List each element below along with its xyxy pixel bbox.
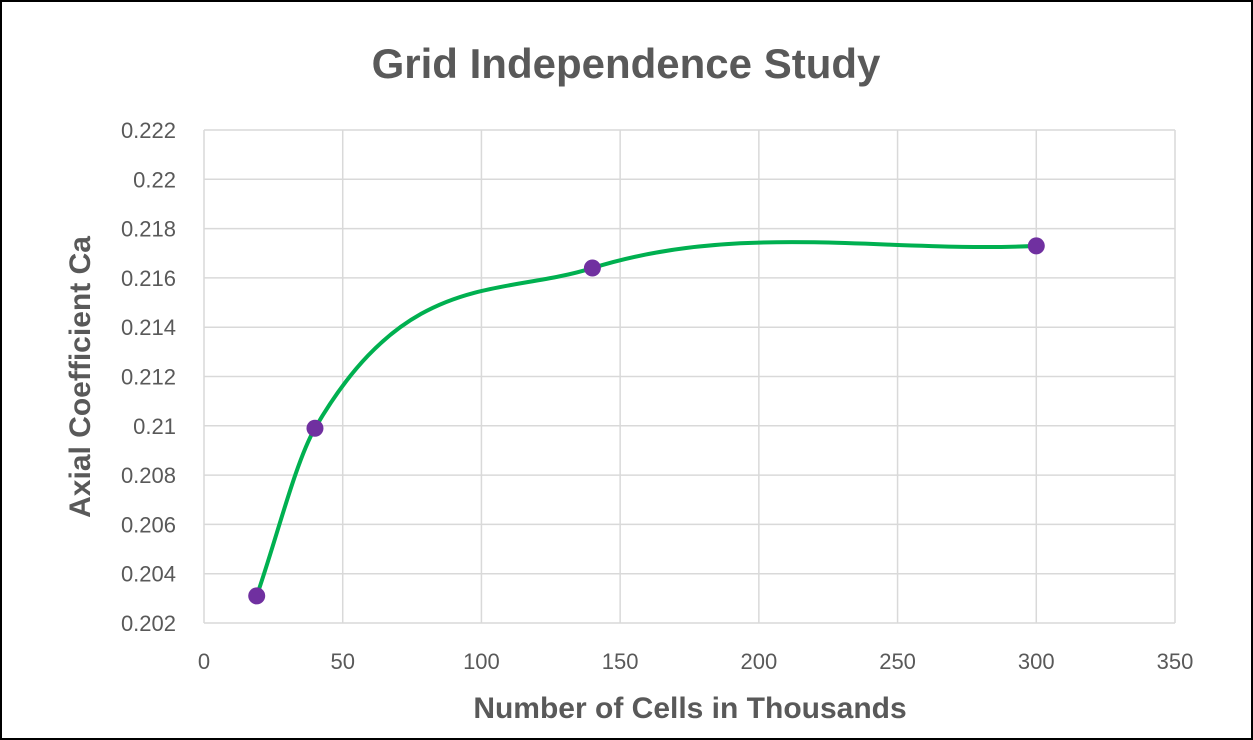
x-tick-label: 50 xyxy=(330,649,354,674)
y-tick-label: 0.218 xyxy=(121,217,176,242)
series-line xyxy=(254,240,1039,598)
y-tick-label: 0.216 xyxy=(121,266,176,291)
data-point xyxy=(583,259,601,277)
y-tick-label: 0.208 xyxy=(121,463,176,488)
grid-lines xyxy=(203,129,1176,624)
y-tick-label: 0.202 xyxy=(121,611,176,636)
y-tick-label: 0.212 xyxy=(121,365,176,390)
y-axis-title: Axial Coefficient Ca xyxy=(64,236,97,518)
x-tick-label: 300 xyxy=(1018,649,1055,674)
x-tick-label: 250 xyxy=(879,649,916,674)
y-tick-label: 0.214 xyxy=(121,315,176,340)
y-tick-label: 0.206 xyxy=(121,512,176,537)
x-tick-label: 150 xyxy=(602,649,639,674)
x-tick-label: 350 xyxy=(1157,649,1194,674)
x-axis-title: Number of Cells in Thousands xyxy=(473,692,906,725)
x-tick-label: 100 xyxy=(463,649,500,674)
tick-labels: 0.202 0.204 0.206 0.208 0.21 0.212 0.214 0.216 0… xyxy=(121,118,1193,674)
y-tick-label: 0.22 xyxy=(133,167,176,192)
y-tick-label: 0.222 xyxy=(121,118,176,143)
data-point xyxy=(1027,237,1045,255)
x-tick-label: 200 xyxy=(740,649,777,674)
data-point xyxy=(248,587,266,605)
y-tick-label: 0.204 xyxy=(121,562,176,587)
data-point xyxy=(306,419,324,437)
markers xyxy=(248,237,1045,605)
y-tick-label: 0.21 xyxy=(133,414,176,439)
chart-title: Grid Independence Study xyxy=(372,40,881,87)
series-line-group xyxy=(254,240,1039,598)
x-tick-label: 0 xyxy=(198,649,210,674)
